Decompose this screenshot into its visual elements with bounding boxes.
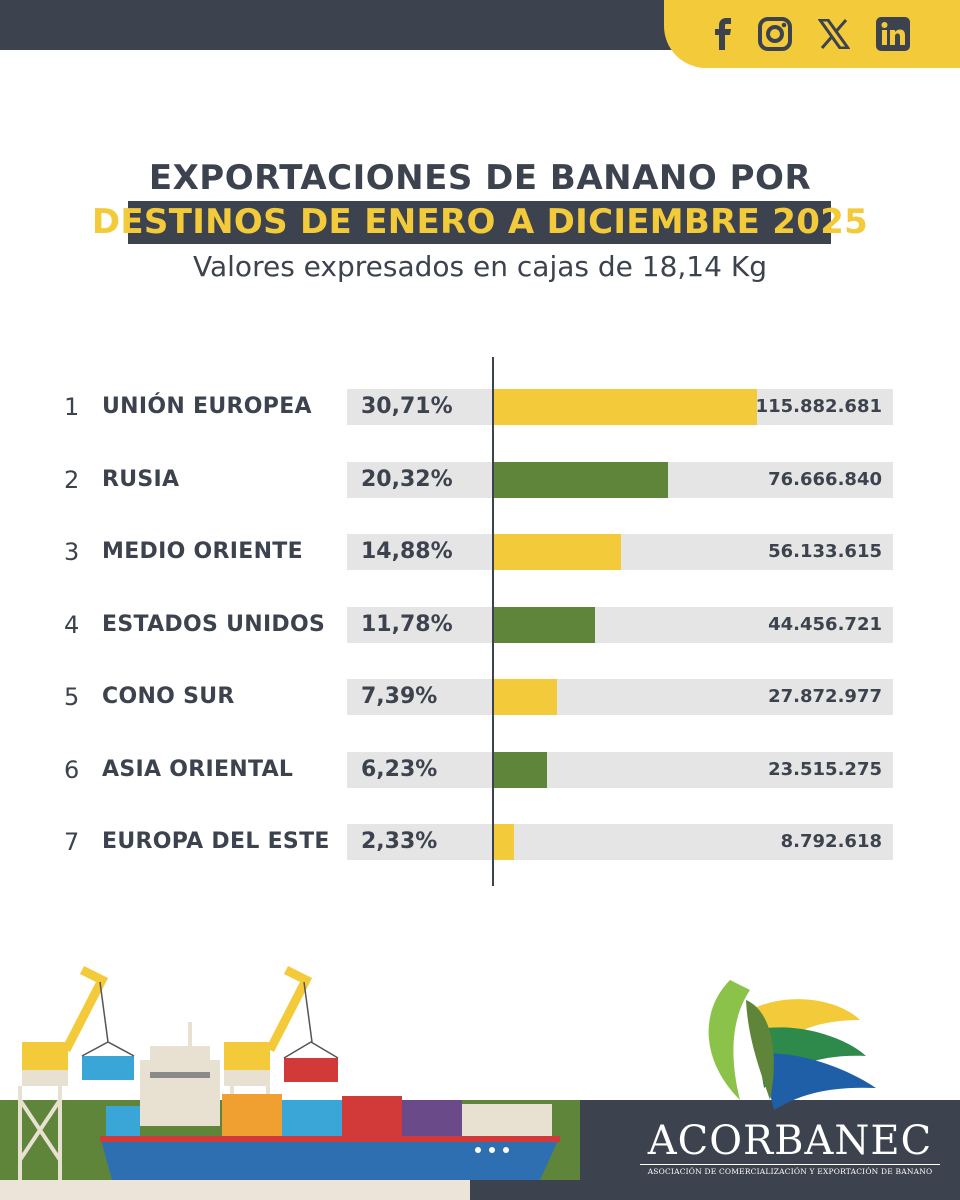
chart-subtitle: DESTINOS DE ENERO A DICIEMBRE 2025 [91, 202, 869, 242]
row-percent: 11,78% [361, 611, 453, 637]
bar [494, 606, 595, 643]
percent-box [347, 606, 492, 643]
instagram-icon[interactable] [758, 17, 792, 51]
row-label: RUSIA [102, 466, 180, 492]
row-label: ESTADOS UNIDOS [102, 611, 326, 637]
row-rank: 5 [64, 683, 80, 711]
row-rank: 7 [64, 828, 80, 856]
row-label: UNIÓN EUROPEA [102, 394, 312, 419]
percent-box [347, 824, 492, 860]
chart-title: EXPORTACIONES DE BANANO POR [148, 158, 812, 198]
social-links [664, 0, 960, 68]
row-value-label: 76.666.840 [768, 468, 882, 490]
bar [494, 461, 668, 498]
brand-name: ACORBANEC [647, 1118, 933, 1164]
row-label: EUROPA DEL ESTE [102, 829, 330, 854]
row-rank: 6 [64, 755, 80, 784]
port-ground [0, 1180, 470, 1200]
row-value-label: 115.882.681 [755, 396, 882, 417]
chart-axis-line [492, 357, 494, 886]
row-value-label: 8.792.618 [780, 831, 882, 852]
percent-box [347, 389, 492, 425]
row-percent: 30,71% [361, 394, 453, 419]
bar-track [494, 824, 893, 860]
row-rank: 3 [64, 538, 80, 566]
row-percent: 2,33% [361, 829, 438, 854]
row-value-label: 27.872.977 [768, 686, 882, 707]
subtitle-banner [128, 201, 831, 244]
row-label: ASIA ORIENTAL [102, 756, 294, 782]
chart-note: Valores expresados en cajas de 18,14 Kg [193, 250, 767, 283]
row-value-label: 56.133.615 [768, 541, 882, 562]
row-rank: 1 [64, 393, 80, 421]
bar-track [494, 679, 893, 715]
bar-track [494, 751, 893, 788]
row-percent: 20,32% [361, 466, 453, 492]
acorbanec-logo-icon [708, 980, 876, 1110]
port-illustration [18, 965, 560, 1180]
brand-subtitle: ASOCIACIÓN DE COMERCIALIZACIÓN Y EXPORTA… [640, 1164, 940, 1176]
row-percent: 14,88% [361, 539, 453, 564]
percent-box [347, 461, 492, 498]
chart-row: 4 ESTADOS UNIDOS 11,78% 44.456.721 [0, 606, 960, 643]
chart-row: 6 ASIA ORIENTAL 6,23% 23.515.275 [0, 751, 960, 788]
row-percent: 7,39% [361, 684, 438, 709]
bar [494, 389, 757, 425]
chart-row: 3 MEDIO ORIENTE 14,88% 56.133.615 [0, 534, 960, 570]
chart-row: 5 CONO SUR 7,39% 27.872.977 [0, 679, 960, 715]
x-icon[interactable] [818, 19, 850, 49]
facebook-icon[interactable] [714, 18, 732, 50]
row-rank: 2 [64, 465, 80, 494]
percent-box [347, 679, 492, 715]
row-value-label: 44.456.721 [768, 613, 882, 635]
chart-row: 7 EUROPA DEL ESTE 2,33% 8.792.618 [0, 824, 960, 860]
row-label: CONO SUR [102, 684, 235, 709]
linkedin-icon[interactable] [876, 17, 910, 51]
bar [494, 751, 548, 788]
row-value-label: 23.515.275 [768, 758, 882, 780]
row-label: MEDIO ORIENTE [102, 539, 303, 564]
bar [494, 824, 514, 860]
chart-row: 1 UNIÓN EUROPEA 30,71% 115.882.681 [0, 389, 960, 425]
row-rank: 4 [64, 610, 80, 639]
bar [494, 534, 622, 570]
percent-box [347, 534, 492, 570]
bar [494, 679, 558, 715]
row-percent: 6,23% [361, 756, 438, 782]
percent-box [347, 751, 492, 788]
chart-row: 2 RUSIA 20,32% 76.666.840 [0, 461, 960, 498]
